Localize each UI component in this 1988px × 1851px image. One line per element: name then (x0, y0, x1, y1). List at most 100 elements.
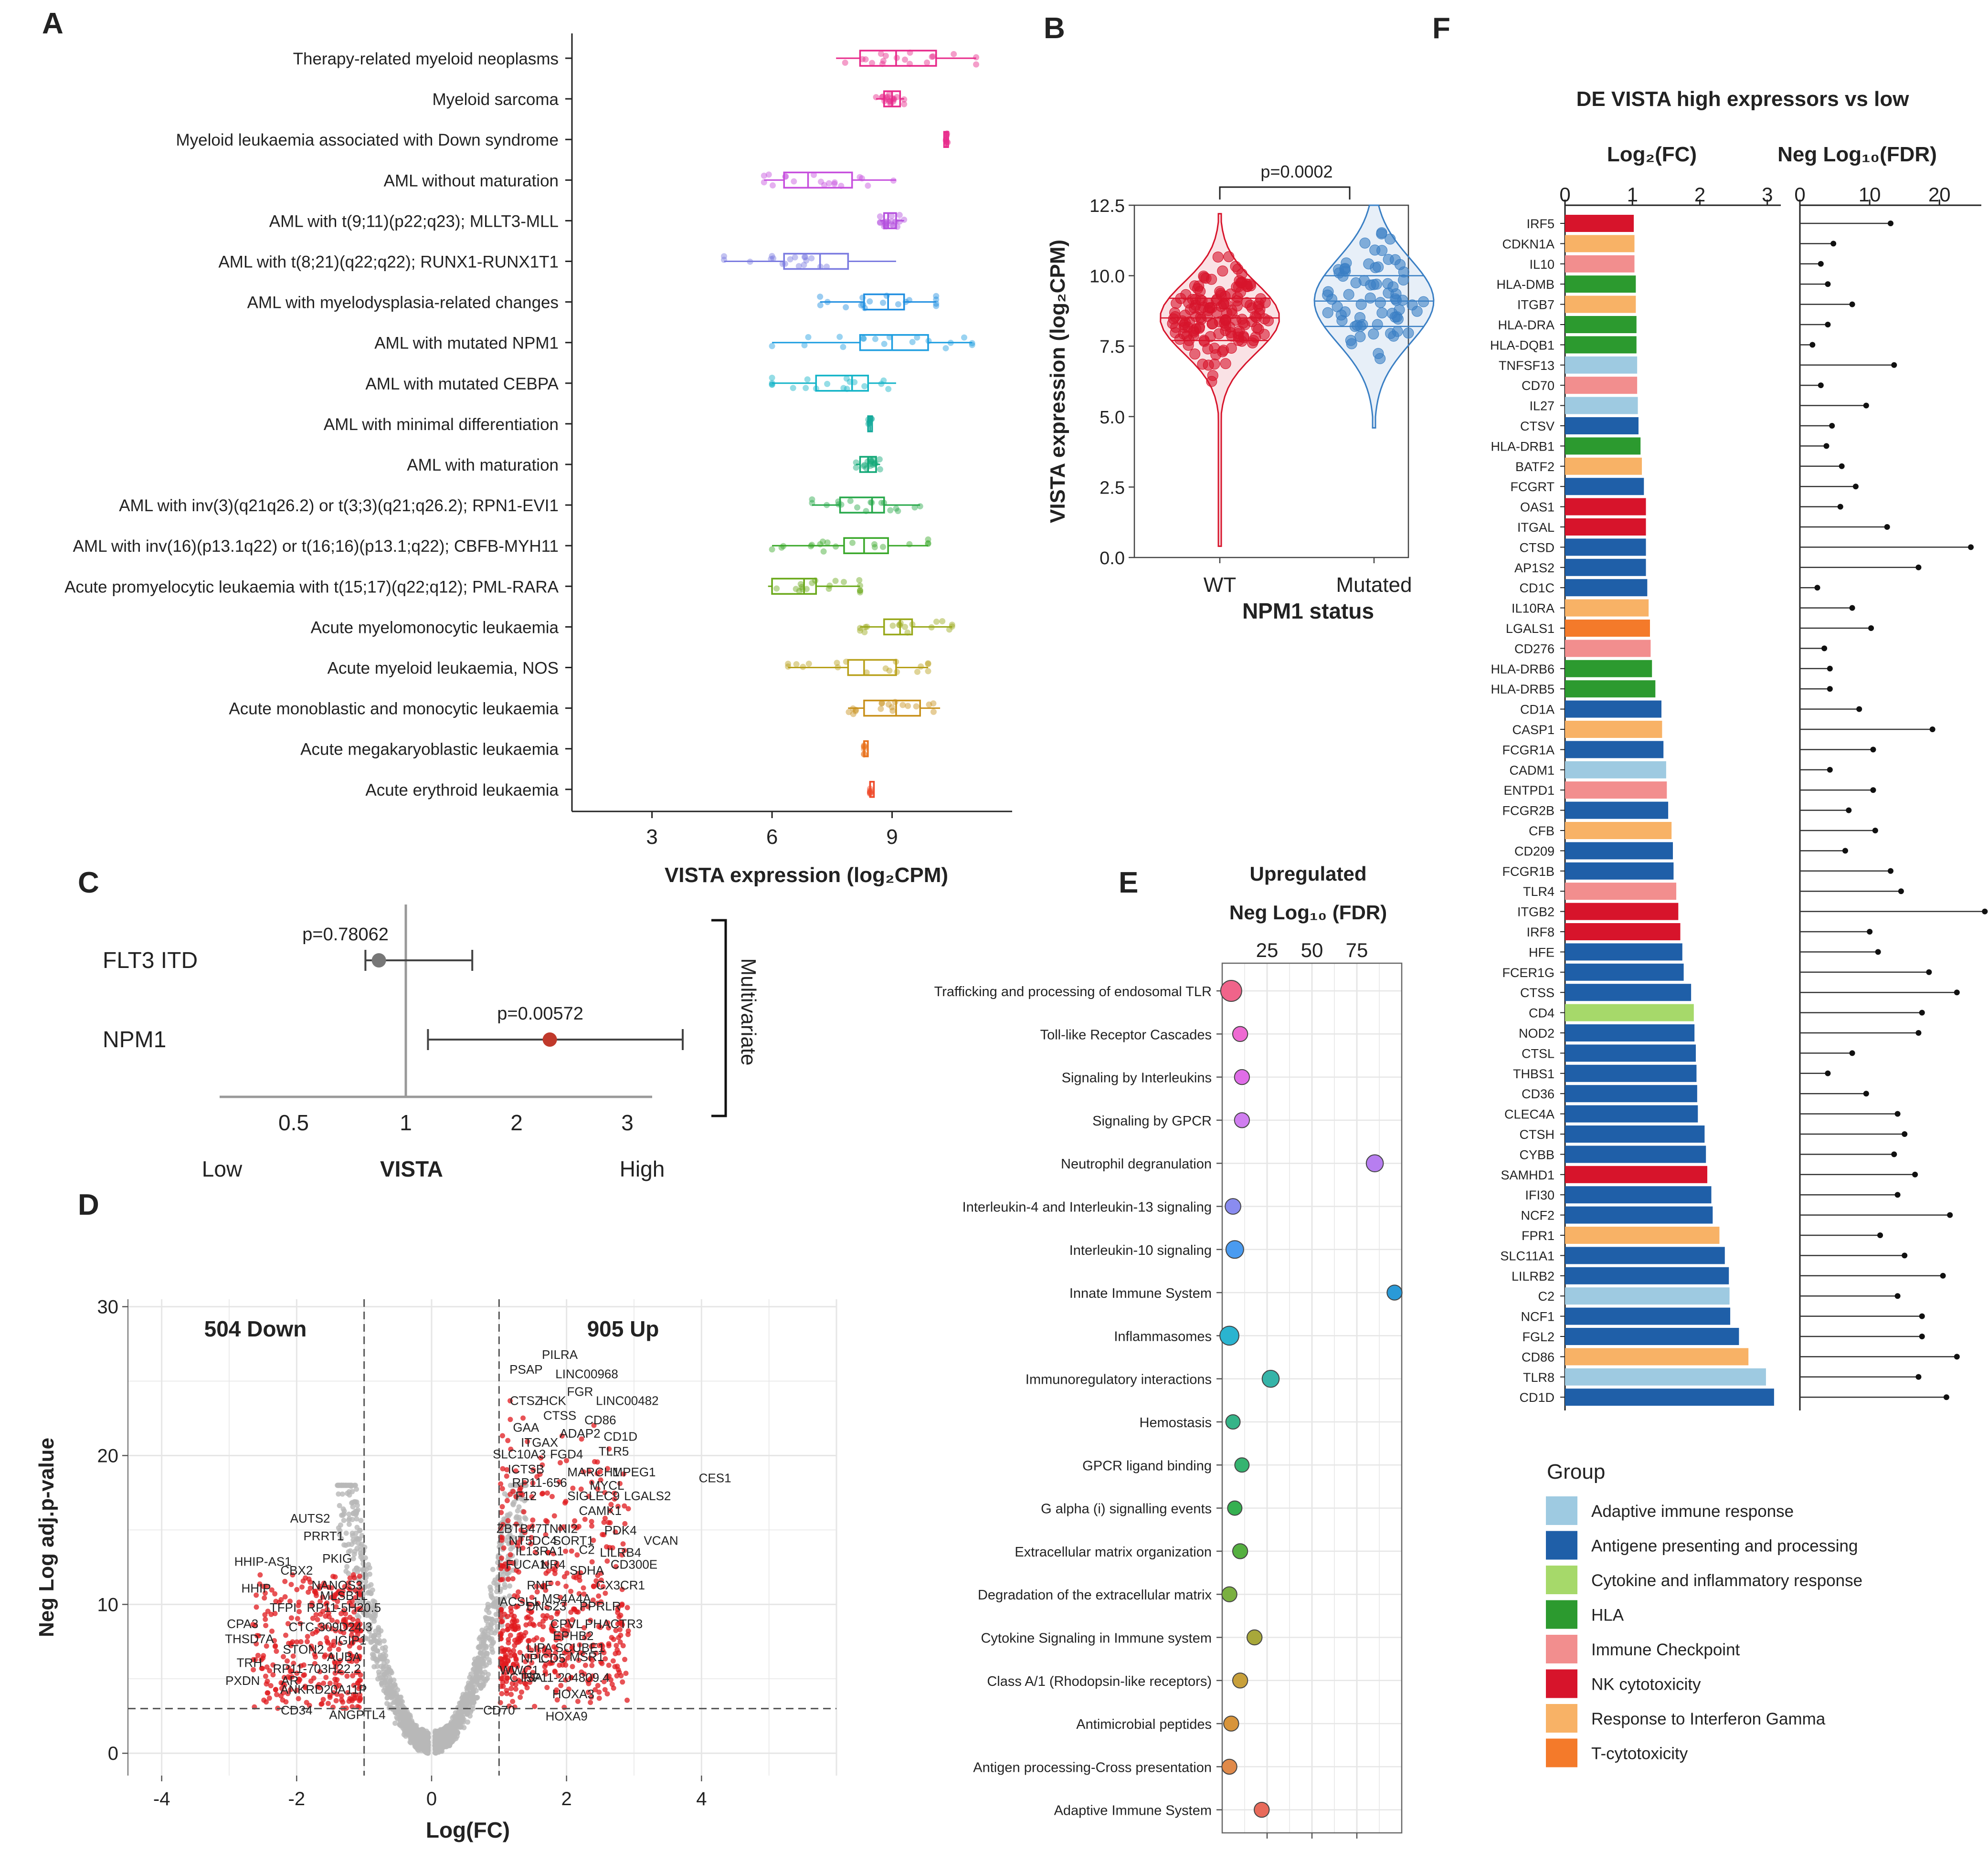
pathway-dot (1365, 1154, 1384, 1172)
fc-bar (1565, 336, 1637, 354)
data-point (285, 1691, 291, 1696)
data-point (529, 1494, 535, 1500)
data-point (352, 1548, 358, 1554)
data-point (286, 1665, 291, 1671)
data-point (893, 505, 899, 512)
data-point (531, 1637, 537, 1643)
data-point (604, 1691, 610, 1697)
legend-swatch (1546, 1669, 1577, 1698)
data-point (596, 1593, 602, 1599)
p-value-label: p=0.0002 (1260, 162, 1332, 181)
category-label: Acute erythroid leukaemia (365, 781, 559, 799)
fc-bar (1565, 1105, 1698, 1123)
data-point (852, 708, 859, 715)
data-point (861, 462, 868, 468)
data-point (505, 1438, 511, 1443)
data-point (332, 1676, 338, 1682)
data-point (1385, 328, 1396, 339)
data-point (351, 1626, 357, 1631)
data-point (262, 1612, 268, 1618)
pathway-label: G alpha (i) signalling events (1041, 1502, 1212, 1517)
gene-label: LGALS1 (1506, 621, 1554, 636)
data-point (363, 1579, 369, 1585)
data-point (589, 1643, 594, 1649)
data-point (510, 1489, 516, 1494)
row-label: FLT3 ITD (103, 948, 198, 973)
gene-label: CD1D (603, 1429, 637, 1443)
fc-bar (1565, 599, 1649, 617)
data-point (534, 1645, 539, 1651)
pathway-label: Hemostasis (1140, 1415, 1212, 1430)
gene-label: AR (281, 1673, 298, 1688)
data-point (528, 1541, 534, 1546)
pathway-dot (1232, 1672, 1248, 1689)
data-point (544, 1613, 550, 1619)
data-point (251, 1667, 256, 1672)
pathway-dot (1223, 1715, 1239, 1732)
category-label: AML with t(8;21)(q22;q22); RUNX1-RUNX1T1 (218, 253, 559, 272)
pathway-dot (1246, 1629, 1263, 1646)
data-point (577, 1650, 583, 1656)
data-point (270, 1672, 276, 1678)
data-point (298, 1639, 304, 1645)
row-label: NPM1 (103, 1027, 166, 1052)
data-point (518, 1490, 523, 1496)
fc-bar (1565, 640, 1651, 657)
legend-swatch (1546, 1704, 1577, 1733)
data-point (563, 1499, 569, 1504)
data-point (322, 1583, 328, 1589)
category-label: Therapy-related myeloid neoplasms (293, 50, 559, 68)
data-point (329, 1654, 335, 1660)
data-point (589, 1559, 595, 1565)
data-point (490, 1567, 496, 1572)
data-point (463, 1694, 468, 1700)
data-point (616, 1635, 622, 1641)
category-label: AML with mutated NPM1 (374, 334, 559, 353)
gene-label: CLEC4A (1504, 1107, 1554, 1122)
data-point (889, 707, 896, 714)
data-point (505, 1518, 511, 1524)
data-point (890, 222, 897, 229)
data-point (306, 1576, 312, 1582)
gene-label: LINC00968 (555, 1367, 618, 1381)
data-point (896, 218, 903, 225)
data-point (563, 1633, 569, 1639)
box (863, 699, 921, 717)
data-point (366, 1584, 371, 1589)
data-point (612, 1496, 617, 1502)
data-point (532, 1549, 538, 1555)
x-tick-label: Mutated (1336, 573, 1412, 597)
data-point (350, 1500, 356, 1505)
box (783, 171, 853, 189)
lollipop-head (1919, 1313, 1925, 1319)
data-point (367, 1625, 372, 1631)
data-point (549, 1626, 554, 1631)
pathway-dot (1232, 1543, 1248, 1559)
gene-label: DNS23 (526, 1599, 566, 1613)
data-point (357, 1678, 362, 1683)
data-point (433, 1730, 438, 1735)
data-point (592, 1687, 598, 1693)
data-point (871, 544, 878, 550)
data-point (586, 1469, 592, 1474)
pathway-label: Adaptive Immune System (1054, 1803, 1212, 1819)
data-point (613, 1628, 619, 1633)
data-point (825, 586, 832, 592)
data-point (820, 548, 827, 555)
x-tick-label: -4 (153, 1788, 170, 1809)
gene-label: FCGRT (1511, 480, 1555, 494)
estimate-point (542, 1032, 557, 1047)
data-point (294, 1671, 300, 1676)
gene-label: CX3CR1 (596, 1578, 645, 1592)
data-point (357, 1645, 362, 1651)
data-point (498, 1607, 504, 1612)
fc-bar (1565, 660, 1652, 677)
data-point (1382, 278, 1394, 289)
legend-swatch (1546, 1531, 1577, 1560)
gene-label: CD1C (1519, 581, 1554, 595)
data-point (350, 1556, 356, 1562)
pathway-dot (1221, 1758, 1237, 1775)
data-point (601, 1532, 607, 1537)
data-point (522, 1674, 528, 1680)
data-point (622, 1547, 627, 1553)
